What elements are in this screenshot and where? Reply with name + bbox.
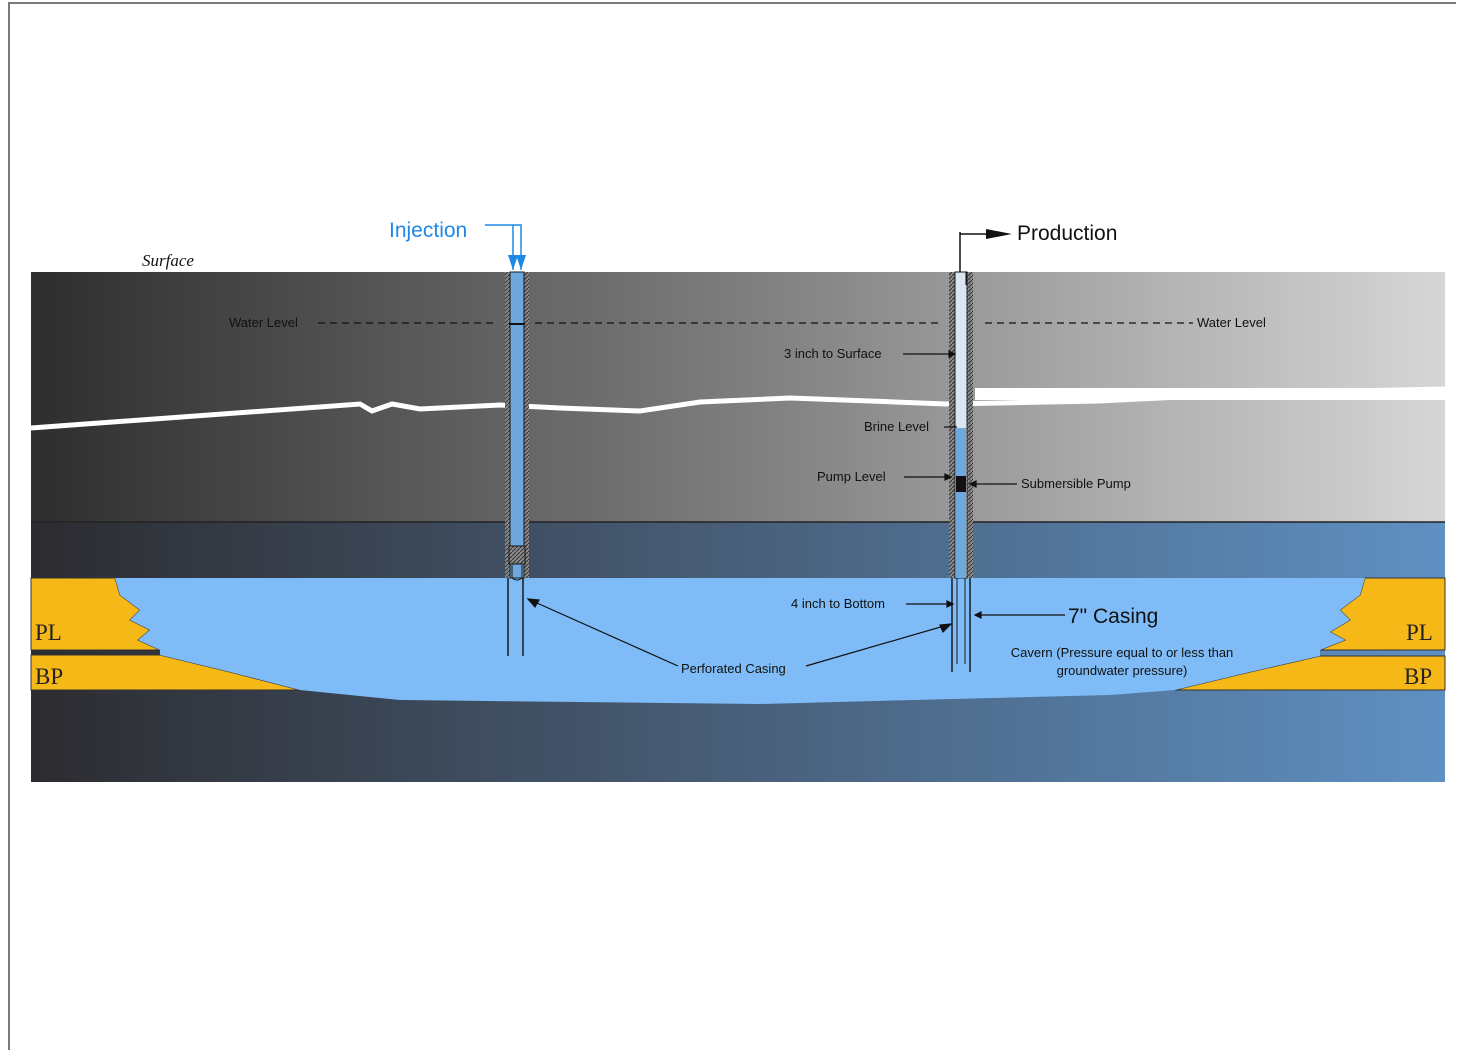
- injection-well: [505, 271, 529, 656]
- seven-casing-label: 7" Casing: [1068, 605, 1158, 628]
- production-arrow: [960, 229, 1012, 239]
- cavern-label-line1: Cavern (Pressure equal to or less than: [1011, 645, 1234, 660]
- injection-label: Injection: [389, 219, 467, 242]
- water-level-left-label: Water Level: [229, 315, 298, 330]
- water-level-right-label: Water Level: [1197, 315, 1266, 330]
- pump-level-label: Pump Level: [817, 469, 886, 484]
- perforated-casing-label: Perforated Casing: [681, 661, 786, 676]
- surface-label: Surface: [142, 251, 194, 270]
- right-upper-block-notch: [975, 388, 1445, 398]
- production-label: Production: [1017, 222, 1117, 245]
- brine-level-label: Brine Level: [864, 419, 929, 434]
- pl-left-label: PL: [35, 620, 62, 645]
- leader-lines: [526, 350, 1065, 667]
- bp-left-label: BP: [35, 664, 63, 689]
- production-well: [949, 232, 973, 672]
- three-inch-label: 3 inch to Surface: [784, 346, 882, 361]
- diagram-frame: [8, 2, 1456, 1050]
- injection-arrow: [485, 224, 526, 270]
- pl-right-label: PL: [1406, 620, 1433, 645]
- cavern: [115, 578, 1365, 704]
- submersible-pump-label: Submersible Pump: [1021, 476, 1131, 491]
- four-inch-label: 4 inch to Bottom: [791, 596, 885, 611]
- bp-right-label: BP: [1404, 664, 1432, 689]
- cavern-label-line2: groundwater pressure): [1057, 663, 1188, 678]
